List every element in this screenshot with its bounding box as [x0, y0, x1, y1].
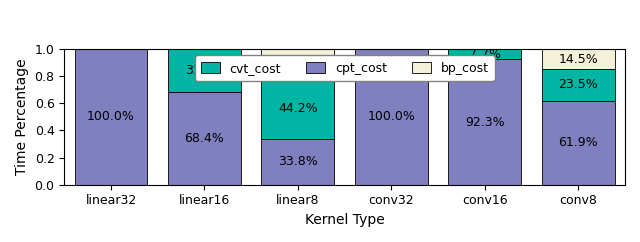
Text: 100.0%: 100.0%	[367, 110, 415, 123]
X-axis label: Kernel Type: Kernel Type	[305, 213, 385, 227]
Text: 14.5%: 14.5%	[558, 53, 598, 66]
Bar	[355, 49, 428, 185]
Text: 68.4%: 68.4%	[184, 132, 225, 145]
Bar	[542, 49, 615, 69]
Bar	[168, 92, 241, 185]
Text: 100.0%: 100.0%	[87, 110, 135, 123]
Text: 33.8%: 33.8%	[278, 155, 318, 168]
Bar	[542, 101, 615, 185]
Text: 23.5%: 23.5%	[558, 78, 598, 91]
Text: 92.3%: 92.3%	[465, 116, 504, 129]
Bar	[168, 49, 241, 92]
Text: 31.6%: 31.6%	[185, 64, 224, 77]
Bar	[262, 79, 334, 139]
Bar	[262, 49, 334, 79]
Bar	[542, 69, 615, 101]
Y-axis label: Time Percentage: Time Percentage	[15, 59, 29, 175]
Text: 22.0%: 22.0%	[278, 57, 318, 70]
Text: 61.9%: 61.9%	[559, 136, 598, 149]
Bar	[262, 139, 334, 185]
Bar	[74, 49, 147, 185]
Text: 44.2%: 44.2%	[278, 102, 317, 115]
Legend: cvt_cost, cpt_cost, bp_cost: cvt_cost, cpt_cost, bp_cost	[195, 55, 495, 81]
Bar	[449, 60, 521, 185]
Text: 7.7%: 7.7%	[469, 48, 501, 61]
Bar	[449, 49, 521, 60]
